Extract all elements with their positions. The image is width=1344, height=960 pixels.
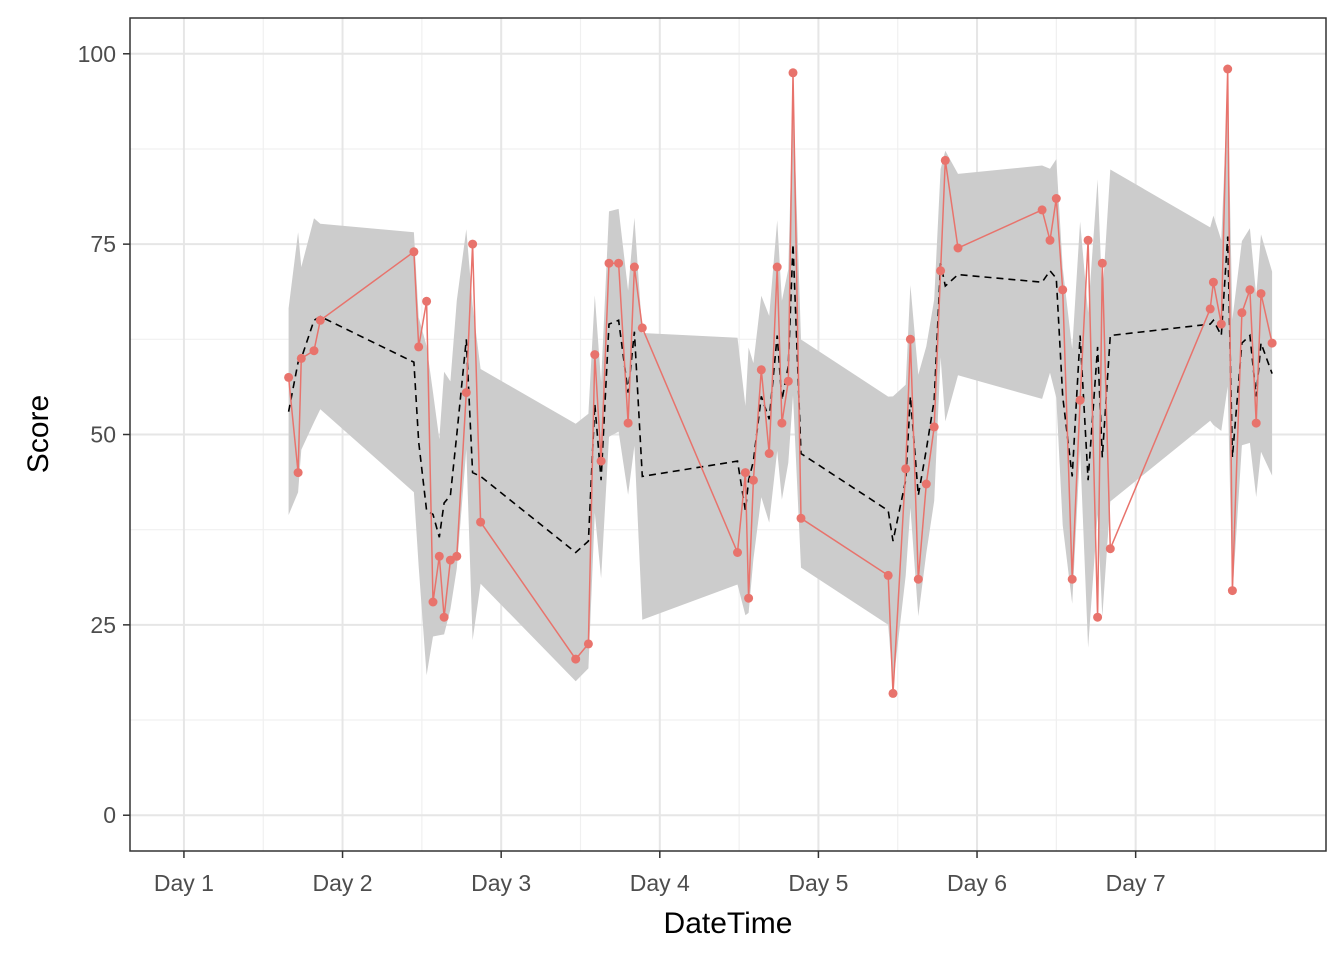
observed-point (921, 479, 931, 489)
observed-point (783, 376, 793, 386)
observed-point (476, 517, 486, 527)
observed-point (1208, 277, 1218, 287)
observed-point (1245, 285, 1255, 295)
observed-point (901, 464, 911, 474)
observed-point (744, 593, 754, 603)
observed-point (953, 243, 963, 253)
observed-point (748, 475, 758, 485)
observed-point (940, 155, 950, 165)
x-tick-label: Day 1 (154, 870, 214, 896)
x-tick-label: Day 3 (471, 870, 531, 896)
x-axis-title: DateTime (664, 907, 793, 940)
observed-point (1037, 205, 1047, 215)
y-tick-label: 50 (90, 422, 116, 448)
observed-point (788, 68, 798, 78)
observed-series-layer (284, 64, 1277, 698)
x-tick-label: Day 7 (1106, 870, 1166, 896)
observed-point (414, 342, 424, 352)
observed-point (888, 688, 898, 698)
observed-point (1267, 338, 1277, 348)
observed-point (422, 296, 432, 306)
observed-line (287, 68, 1273, 694)
observed-point (796, 513, 806, 523)
observed-point (1058, 285, 1068, 295)
observed-point (772, 262, 782, 272)
observed-point (434, 551, 444, 561)
observed-point (1075, 395, 1085, 405)
observed-point (1256, 289, 1266, 299)
observed-point (1045, 235, 1055, 245)
observed-point (596, 456, 606, 466)
y-tick-label: 75 (90, 231, 116, 257)
observed-point (913, 574, 923, 584)
observed-point (1223, 64, 1233, 74)
observed-point (1083, 235, 1093, 245)
observed-point (764, 449, 774, 458)
observed-point (571, 654, 581, 664)
observed-point (614, 258, 624, 268)
y-tick-label: 100 (78, 41, 116, 67)
observed-point (740, 468, 750, 478)
observed-point (756, 365, 766, 375)
observed-point (583, 639, 593, 649)
observed-point (590, 350, 600, 360)
observed-point (1205, 304, 1215, 314)
observed-point (777, 418, 787, 428)
observed-point (1093, 612, 1103, 622)
x-tick-label: Day 2 (313, 870, 373, 896)
observed-point (296, 353, 306, 363)
observed-point (315, 315, 325, 325)
observed-point (905, 334, 915, 344)
y-axis-title: Score (22, 395, 55, 473)
observed-point (733, 548, 742, 557)
x-tick-label: Day 5 (788, 870, 848, 896)
observed-point (1051, 194, 1061, 203)
observed-point (604, 258, 614, 268)
observed-point (883, 570, 893, 580)
observed-point (468, 239, 478, 249)
observed-point (1251, 418, 1261, 428)
observed-point (623, 418, 633, 428)
observed-point (409, 247, 419, 257)
observed-point (1067, 574, 1077, 584)
observed-point (309, 346, 319, 356)
x-tick-label: Day 4 (630, 870, 690, 896)
observed-point (439, 612, 449, 622)
observed-point (293, 468, 303, 478)
x-tick-label: Day 6 (947, 870, 1007, 896)
observed-point (284, 372, 294, 382)
observed-point (629, 262, 639, 272)
observed-point (936, 266, 946, 276)
y-tick-label: 0 (103, 802, 116, 828)
observed-point (929, 422, 939, 432)
observed-point (1216, 319, 1226, 329)
observed-point (1097, 258, 1107, 268)
observed-point (637, 323, 647, 333)
y-axis: 0 25 50 75 100 (78, 41, 130, 828)
observed-point (1227, 586, 1237, 596)
x-axis: Day 1 Day 2 Day 3 Day 4 Day 5 Day 6 Day 7 (154, 851, 1166, 896)
observed-point (461, 388, 471, 398)
y-tick-label: 25 (90, 612, 116, 638)
observed-point (452, 551, 462, 561)
observed-point (1105, 544, 1115, 554)
observed-point (428, 597, 438, 607)
observed-point (1237, 308, 1247, 318)
